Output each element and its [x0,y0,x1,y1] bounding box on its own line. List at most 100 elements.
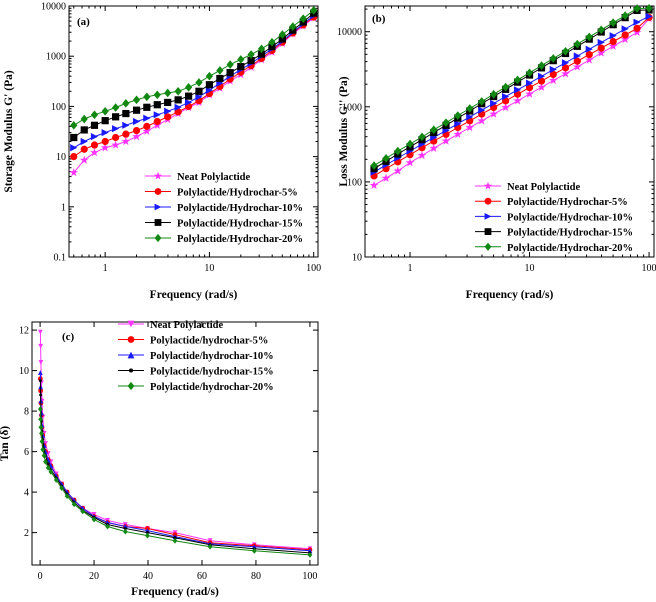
data-point [466,113,474,121]
legend-label: Neat Polylactide [177,172,251,183]
data-point [478,106,486,114]
legend-marker [127,381,135,391]
data-point [172,537,178,544]
data-point [80,508,86,515]
data-point [38,360,44,365]
data-point [525,68,534,78]
data-point [561,59,570,67]
y-tick-label: 100 [51,102,66,113]
data-point [153,111,161,119]
data-point [164,107,172,115]
data-point [584,55,594,64]
series-neat [369,13,654,189]
data-point [597,38,605,47]
data-point [79,155,89,164]
x-axis-label: Frequency (rad/s) [466,289,554,301]
panel-label: (c) [62,331,75,343]
data-point [43,458,48,465]
data-point [247,50,255,59]
data-point [59,481,65,487]
data-point [621,31,629,39]
y-tick-label: 0.1 [54,253,67,264]
data-point [418,132,426,142]
data-point [39,393,43,397]
data-point [573,62,582,71]
y-axis-label: Tan (δ) [0,426,11,461]
legend-marker [127,351,135,359]
data-point [585,51,593,59]
data-point [382,154,390,163]
data-point [80,145,88,153]
series-line [39,332,310,550]
x-tick-label: 0 [38,571,43,582]
series-line [373,7,650,167]
data-point [465,123,475,132]
x-axis-label: Frequency (rad/s) [131,586,219,598]
series-line [373,15,650,173]
data-point [195,78,203,87]
data-point [48,468,54,475]
series-line [39,380,310,554]
data-point [90,148,99,157]
legend-label: Polylactide/hydrochar-5% [150,336,268,347]
series-line [39,378,310,551]
data-point [59,485,65,491]
series-line [373,17,650,177]
legend-label: Polylactide/Hydrochar-20% [177,234,303,245]
panel-a-storage-modulus: 1 10 100 0.1 1 10 100 1000 10000 Frequency (rad/s… [3,2,321,302]
data-point [80,126,88,134]
data-point [40,446,46,453]
x-tick-label: 20 [89,571,99,582]
data-point [70,144,78,152]
data-point [46,462,50,466]
data-point [609,32,617,40]
data-point [247,56,255,65]
data-point [90,121,99,129]
y-tick-label: 6 [24,447,29,458]
legend-marker [127,336,135,343]
y-tick-label: 10 [56,152,66,163]
data-point [369,180,379,189]
data-point [90,141,99,149]
legend-label: Polylactide/Hydrochar-5% [507,197,628,208]
data-point [143,114,151,122]
data-point [513,86,522,94]
data-point [37,370,43,376]
y-axis-label: Loss Modulus G'' (Pa) [338,76,350,186]
data-point [132,126,141,135]
data-point [153,117,161,126]
data-point [205,86,214,94]
legend-label: Polylactide/Hydrochar-15% [507,228,633,239]
data-point [597,25,605,35]
data-point [184,98,193,107]
data-point [307,548,313,554]
data-point [454,111,462,120]
panel-label: (b) [372,13,386,25]
data-point [405,158,415,167]
legend-marker [154,188,162,195]
x-tick-label: 60 [197,571,207,582]
x-tick-label: 80 [251,571,261,582]
x-axis-label: Frequency (rad/s) [150,289,238,301]
data-point [307,551,313,558]
data-point [173,536,177,540]
series-line [73,12,315,138]
series-hc15 [70,9,318,142]
data-point [501,102,510,112]
x-tick-label: 10 [204,263,214,274]
data-point [370,161,378,170]
data-point [609,18,617,27]
data-point [43,441,48,446]
data-point [561,46,570,56]
data-point [71,501,77,508]
data-point [174,103,182,111]
data-point [573,52,581,60]
data-point [164,88,172,98]
data-point [145,532,150,539]
data-point [429,143,439,152]
data-point [53,473,59,479]
legend-label: Polylactide/hydrochar-10% [150,351,274,362]
data-point [195,93,203,101]
data-point [453,129,463,138]
data-point [143,103,151,111]
